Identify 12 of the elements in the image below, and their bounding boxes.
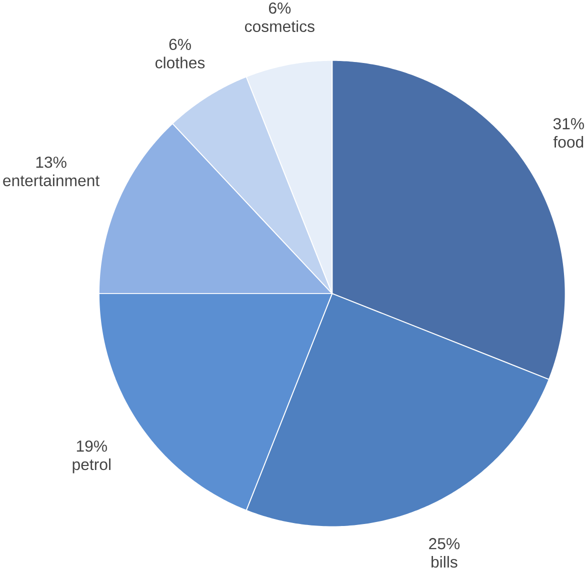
slice-label: petrol [72, 458, 110, 474]
slice-label: entertainment [3, 174, 100, 186]
data-label: 19% [76, 440, 107, 452]
data-label: 6% [169, 38, 191, 50]
slice-label: clothes [156, 56, 205, 68]
slice-label: food [553, 136, 584, 148]
data-label: 6% [269, 2, 291, 14]
slice-label: bills [432, 556, 458, 568]
data-label: 25% [429, 538, 460, 550]
data-label: 13% [36, 156, 66, 168]
data-label: 31% [553, 118, 584, 130]
slice-label: cosmetics [245, 20, 314, 32]
